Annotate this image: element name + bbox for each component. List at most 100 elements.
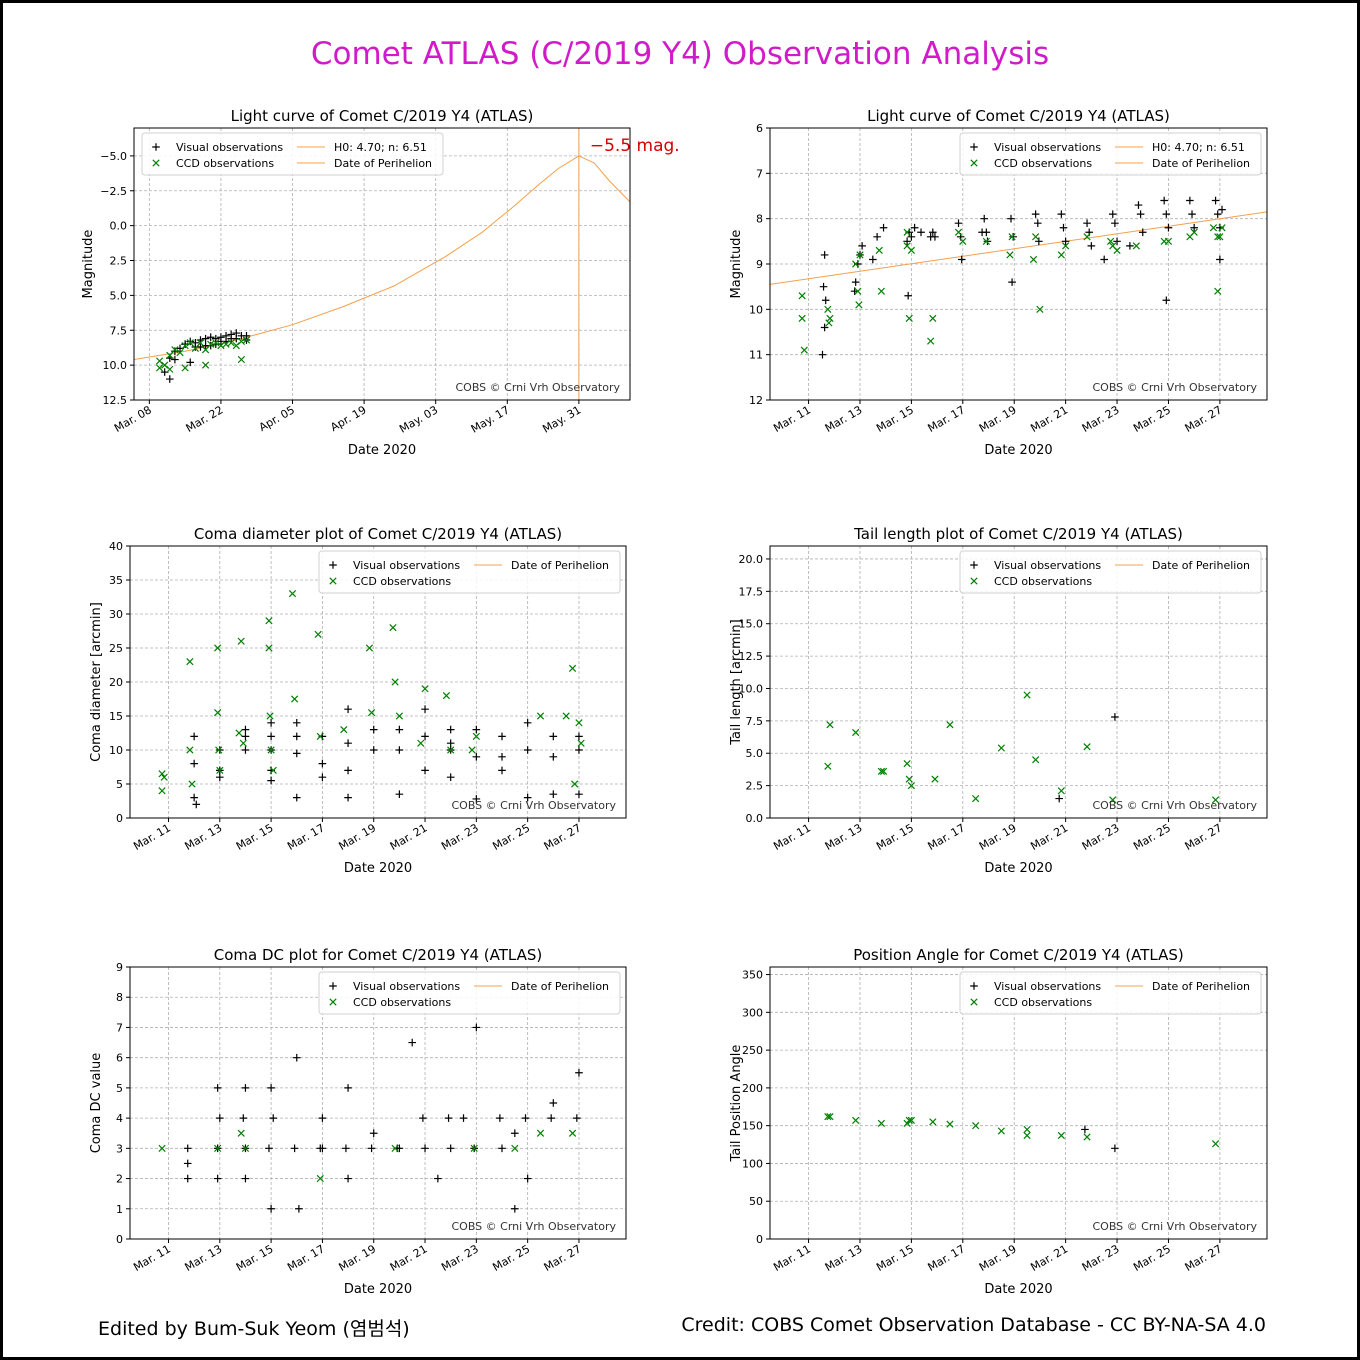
visual-point: [369, 1129, 378, 1138]
ccd-point: [854, 287, 862, 295]
legend-box: [318, 550, 621, 594]
x-tick-label: Mar. 25: [490, 1242, 532, 1274]
legend: Visual observations CCD observations Date …: [318, 971, 621, 1015]
chart-title: Light curve of Comet C/2019 Y4 (ATLAS): [867, 107, 1170, 125]
visual-point: [917, 228, 925, 237]
y-tick-label: 20.0: [739, 553, 764, 566]
visual-point: [498, 766, 506, 775]
ccd-point: [472, 732, 480, 741]
visual-point: [523, 1174, 532, 1183]
ccd-point: [222, 340, 230, 348]
visual-point: [181, 340, 189, 349]
ccd-point: [160, 773, 168, 781]
ccd-point: [568, 1129, 577, 1137]
y-tick-label: 7: [116, 1021, 123, 1034]
visual-point: [408, 1038, 417, 1047]
visual-point: [459, 1114, 468, 1122]
visual-point: [421, 732, 429, 741]
ccd-point: [903, 759, 911, 768]
ccd-point: [340, 725, 348, 734]
y-tick-label: 0: [756, 1233, 763, 1246]
ccd-point: [442, 691, 451, 700]
y-axis-label: Magnitude: [81, 230, 96, 299]
ccd-point: [288, 589, 297, 598]
y-tick-label: 2.5: [746, 780, 764, 793]
y-axis-label: Coma diameter [arcmin]: [89, 602, 104, 762]
visual-point: [292, 1053, 301, 1062]
ccd-point: [316, 732, 324, 741]
visual-point: [549, 732, 558, 741]
visual-point: [1162, 210, 1171, 218]
ccd-point: [329, 577, 337, 585]
ccd-point: [468, 746, 476, 754]
y-tick-label: 5: [116, 778, 123, 791]
visual-point: [186, 337, 195, 346]
ccd-point: [1008, 233, 1016, 241]
legend-entry: Date of Perihelion: [1152, 559, 1250, 572]
visual-point: [318, 1144, 327, 1153]
legend-entry: CCD observations: [353, 575, 451, 588]
credit-label: COBS © Crni Vrh Observatory: [1092, 799, 1257, 812]
y-tick-label: 40: [109, 540, 123, 553]
ccd-point: [877, 767, 886, 775]
x-axis-label: Date 2020: [348, 443, 416, 458]
y-tick-label: 0.0: [746, 812, 764, 825]
legend-entry: H0: 4.70; n: 6.51: [334, 141, 427, 154]
chart-panel-3: Mar. 11 Mar. 13 Mar. 15 Mar. 17 Mar. 19 Mar. …: [89, 525, 627, 876]
x-tick-label: May. 03: [397, 403, 440, 435]
y-tick-label: 15: [109, 710, 123, 723]
ccd-point: [186, 339, 194, 347]
ccd-point: [161, 361, 169, 369]
data-points: [155, 329, 251, 383]
visual-point: [183, 1174, 192, 1183]
ccd-point: [1006, 251, 1014, 259]
visual-point: [269, 1114, 278, 1122]
ccd-point: [877, 1119, 886, 1128]
ccd-point: [237, 637, 245, 645]
ccd-point: [800, 346, 808, 354]
ccd-point: [903, 1119, 911, 1128]
x-tick-label: Mar. 23: [1080, 403, 1122, 435]
x-tick-label: Mar. 13: [823, 403, 865, 435]
legend-entry: Visual observations: [994, 980, 1101, 993]
ccd-point: [1211, 796, 1220, 804]
legend-entry: CCD observations: [176, 157, 274, 170]
visual-point: [1033, 219, 1042, 227]
x-tick-label: Mar. 17: [285, 1242, 327, 1274]
visual-point: [265, 1144, 273, 1153]
visual-point: [395, 1144, 404, 1153]
ccd-point: [959, 237, 967, 245]
legend-entry: CCD observations: [994, 157, 1092, 170]
legend-entry: Visual observations: [994, 141, 1101, 154]
ccd-point: [417, 739, 425, 747]
ccd-point: [877, 287, 886, 295]
legend-box: [318, 971, 621, 1015]
ccd-point: [852, 728, 860, 737]
ccd-point: [314, 630, 322, 639]
x-tick-label: Mar. 17: [285, 821, 327, 853]
visual-point: [1111, 713, 1119, 721]
legend-entry: CCD observations: [353, 996, 451, 1009]
ccd-point: [997, 744, 1005, 752]
visual-point: [421, 766, 429, 775]
ccd-point: [191, 344, 199, 353]
legend-entry: Date of Perihelion: [511, 559, 609, 572]
y-tick-label: 0: [116, 1233, 123, 1246]
y-tick-label: 7: [756, 167, 763, 180]
legend: Visual observations CCD observations H0: 4…: [141, 132, 444, 176]
ccd-point: [826, 721, 834, 729]
visual-point: [970, 982, 978, 990]
ccd-point: [1218, 224, 1226, 232]
visual-point: [369, 746, 378, 754]
ccd-point: [929, 314, 937, 323]
visual-point: [329, 561, 337, 569]
visual-point: [511, 1204, 519, 1213]
visual-point: [575, 732, 583, 741]
ccd-point: [158, 770, 166, 778]
ccd-point: [1214, 233, 1222, 241]
visual-point: [820, 323, 829, 332]
visual-point: [152, 143, 160, 151]
visual-point: [978, 228, 986, 237]
ccd-point: [1032, 756, 1040, 764]
y-tick-label: 10: [109, 744, 123, 757]
